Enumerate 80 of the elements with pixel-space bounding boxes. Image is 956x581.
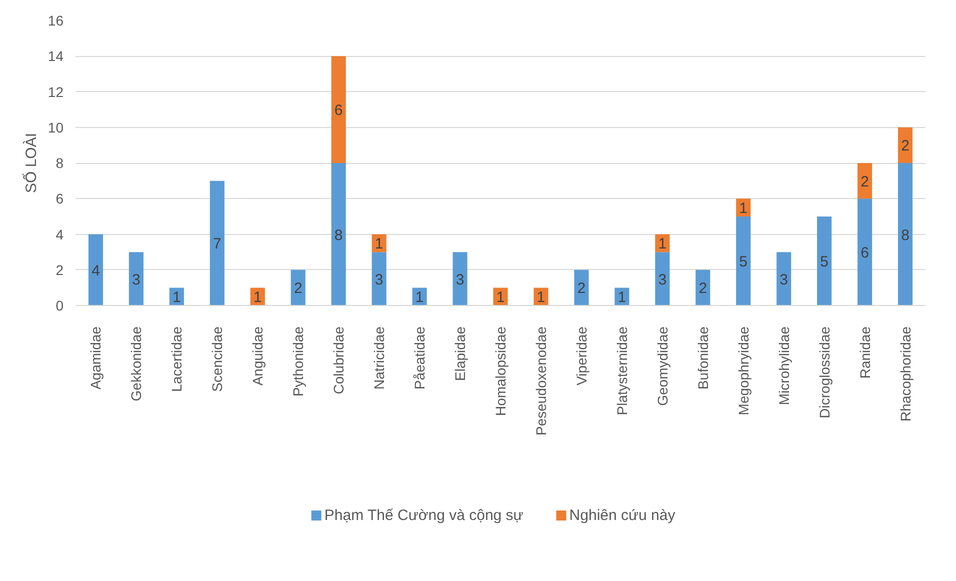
bar — [858, 163, 872, 199]
x-tick-label: Påeatidae — [412, 326, 428, 390]
x-tick-label: Lacertidae — [168, 326, 185, 392]
data-label: 1 — [172, 289, 181, 306]
bar — [493, 288, 508, 306]
bar — [898, 163, 913, 306]
data-label: 1 — [496, 289, 505, 306]
x-tick-label: Geomydidae — [654, 326, 670, 406]
bar — [210, 180, 224, 306]
data-label: 1 — [374, 236, 384, 253]
data-label: 2 — [294, 280, 302, 298]
x-tick-label: Platysternidae — [614, 326, 630, 416]
data-label: 6 — [860, 244, 869, 262]
bar — [736, 216, 751, 306]
data-label: 1 — [253, 289, 262, 306]
x-tick-label: Peseudoxenodae — [532, 326, 549, 436]
y-tick-label: 14 — [48, 48, 64, 64]
bar — [290, 270, 306, 306]
data-label: 1 — [658, 236, 667, 253]
bar — [331, 163, 346, 306]
data-label: 2 — [901, 138, 910, 155]
x-tick-label: Colubridae — [330, 326, 347, 394]
bar — [372, 252, 386, 306]
bar — [331, 56, 346, 163]
y-tick-label: 12 — [48, 84, 64, 100]
y-tick-label: 4 — [56, 226, 64, 242]
x-tick-label: Pythonidae — [290, 326, 306, 397]
x-tick-label: Anguidae — [250, 326, 266, 386]
bar — [88, 234, 104, 306]
bar — [655, 252, 670, 306]
data-label: 3 — [132, 271, 140, 288]
y-tick-label: 0 — [56, 298, 64, 314]
bar — [452, 252, 468, 306]
bar — [696, 270, 710, 306]
bar — [898, 127, 913, 163]
y-tick-label: 8 — [56, 155, 64, 171]
data-label: 3 — [374, 271, 384, 288]
data-label: 2 — [698, 280, 708, 298]
y-tick-label: 16 — [48, 12, 64, 28]
data-label: 2 — [860, 173, 869, 190]
data-label: 6 — [334, 102, 343, 120]
data-label: 4 — [92, 262, 100, 280]
data-label: 1 — [415, 289, 424, 306]
x-tick-label: Rhacophoridae — [897, 326, 914, 422]
legend-label: Phạm Thế Cường và cộng sự — [324, 507, 524, 524]
data-label: 1 — [536, 289, 546, 306]
x-tick-label: Viperidae — [573, 326, 590, 386]
bar — [574, 270, 589, 306]
x-tick-label: Bufonidae — [694, 326, 711, 390]
data-label: 3 — [658, 271, 667, 288]
bar — [534, 288, 548, 306]
y-tick-label: 2 — [56, 262, 64, 278]
data-label: 8 — [334, 226, 343, 244]
x-tick-label: Dicroglossidae — [816, 326, 832, 418]
bar — [776, 252, 792, 306]
x-tick-label: Scencidae — [209, 326, 226, 392]
data-label: 1 — [739, 200, 748, 218]
y-tick-label: 10 — [48, 119, 64, 136]
x-tick-label: Agamidae — [88, 326, 104, 390]
y-axis-title: SỐ LOÀI — [22, 132, 40, 194]
x-tick-label: Microhylidae — [776, 326, 792, 406]
x-tick-label: Megophryidae — [735, 326, 752, 416]
x-tick-label: Homalopsidae — [492, 326, 508, 416]
x-tick-label: Gekkonidae — [128, 326, 144, 402]
data-label: 1 — [618, 289, 626, 306]
data-label: 8 — [901, 226, 910, 244]
data-label: 2 — [577, 280, 586, 298]
data-label: 3 — [780, 271, 788, 288]
bar — [128, 252, 144, 306]
data-label: 5 — [739, 253, 748, 270]
data-label: 7 — [212, 236, 222, 253]
data-label: 5 — [820, 253, 828, 270]
y-tick-label: 6 — [56, 190, 64, 207]
bar — [858, 198, 872, 306]
x-tick-label: Natricidae — [371, 326, 388, 390]
bar — [817, 216, 832, 306]
data-label: 3 — [456, 271, 464, 288]
legend-label: Nghiên cứu này — [569, 507, 676, 524]
x-tick-label: Ranidae — [856, 326, 873, 379]
x-tick-label: Elapidae — [452, 326, 468, 381]
